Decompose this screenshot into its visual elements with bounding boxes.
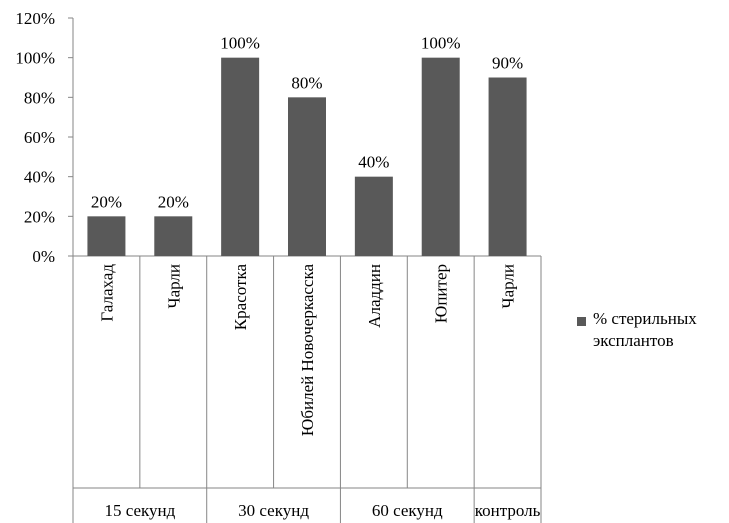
category-label: Аладдин <box>365 264 384 328</box>
bar <box>421 57 460 256</box>
y-tick-label: 100% <box>15 49 55 68</box>
data-label: 20% <box>158 192 189 211</box>
bar <box>221 57 260 256</box>
group-label: контроль <box>475 501 541 520</box>
legend-label: % стерильных эксплантов <box>593 309 697 350</box>
data-label: 90% <box>492 54 523 73</box>
category-label: Чарли <box>499 264 518 308</box>
bar <box>288 97 326 256</box>
axes <box>72 18 542 523</box>
bar <box>488 77 527 256</box>
y-tick-label: 0% <box>32 247 55 266</box>
category-labels: Галахад Чарли Красотка Юбилей Новочеркасска… <box>97 264 517 437</box>
data-labels: 20% 20% 100% 80% 40% 100% 90% <box>91 34 523 212</box>
category-label: Красотка <box>231 264 250 331</box>
data-label: 100% <box>421 34 461 53</box>
y-tick-label: 60% <box>24 128 55 147</box>
category-label: Юпитер <box>432 264 451 323</box>
y-tick-label: 80% <box>24 88 55 107</box>
group-label: 15 секунд <box>104 501 175 520</box>
bar <box>87 216 126 256</box>
bars <box>87 57 527 256</box>
y-tick-label: 40% <box>24 168 55 187</box>
y-tick-label: 120% <box>15 9 55 28</box>
y-tick-label: 20% <box>24 207 55 226</box>
data-label: 40% <box>358 153 389 172</box>
bar <box>154 216 193 256</box>
group-labels: 15 секунд 30 секунд 60 секунд контроль <box>104 501 540 520</box>
category-label: Чарли <box>164 264 183 308</box>
category-label: Галахад <box>97 264 116 322</box>
group-label: 30 секунд <box>238 501 309 520</box>
data-label: 80% <box>291 73 322 92</box>
y-axis-ticks: 0% 20% 40% 60% 80% 100% 120% <box>15 9 73 266</box>
bar <box>354 176 393 256</box>
data-label: 20% <box>91 192 122 211</box>
legend-swatch <box>577 317 586 326</box>
data-label: 100% <box>220 34 260 53</box>
category-label: Юбилей Новочеркасска <box>298 264 317 437</box>
group-label: 60 секунд <box>372 501 443 520</box>
